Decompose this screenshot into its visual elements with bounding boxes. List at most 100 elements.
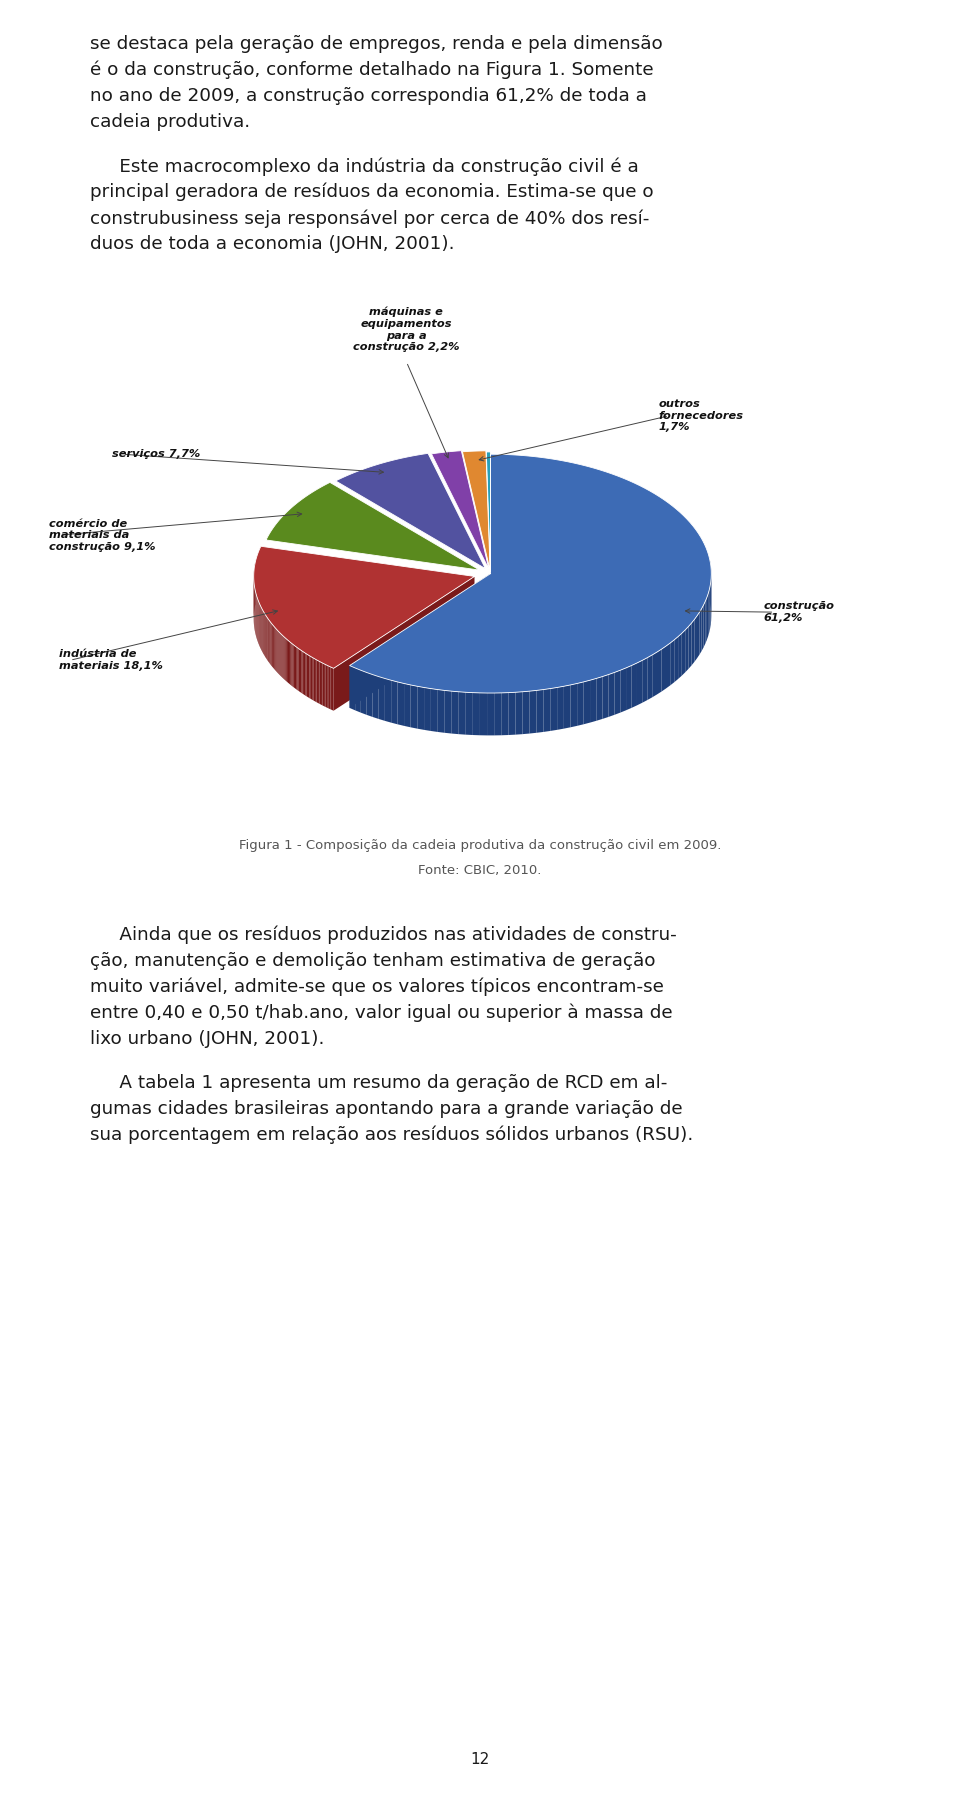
- Text: principal geradora de resíduos da economia. Estima-se que o: principal geradora de resíduos da econom…: [90, 183, 654, 201]
- Polygon shape: [330, 667, 332, 710]
- Polygon shape: [487, 692, 494, 736]
- Polygon shape: [543, 689, 550, 732]
- Text: Figura 1 - Composição da cadeia produtiva da construção civil em 2009.: Figura 1 - Composição da cadeia produtiv…: [239, 839, 721, 852]
- Polygon shape: [280, 634, 281, 676]
- Text: A tabela 1 apresenta um resumo da geração de RCD em al-: A tabela 1 apresenta um resumo da geraçã…: [90, 1075, 667, 1093]
- Polygon shape: [614, 670, 620, 714]
- Text: construção
61,2%: construção 61,2%: [764, 602, 835, 623]
- Polygon shape: [473, 692, 480, 736]
- Polygon shape: [694, 616, 697, 661]
- Polygon shape: [704, 602, 706, 647]
- Text: se destaca pela geração de empregos, renda e pela dimensão: se destaca pela geração de empregos, ren…: [90, 34, 662, 53]
- Text: serviços 7,7%: serviços 7,7%: [112, 449, 201, 458]
- Polygon shape: [289, 641, 290, 685]
- Polygon shape: [266, 482, 480, 571]
- Polygon shape: [590, 678, 596, 723]
- Polygon shape: [570, 683, 577, 727]
- Polygon shape: [281, 634, 282, 678]
- Polygon shape: [295, 645, 297, 689]
- Polygon shape: [299, 649, 300, 692]
- Polygon shape: [306, 654, 308, 698]
- Polygon shape: [452, 690, 459, 734]
- Polygon shape: [292, 643, 293, 687]
- Text: construbusiness seja responsável por cerca de 40% dos resí-: construbusiness seja responsável por cer…: [90, 208, 649, 228]
- Polygon shape: [666, 643, 670, 689]
- Polygon shape: [480, 692, 487, 736]
- Polygon shape: [637, 660, 642, 705]
- Polygon shape: [309, 656, 311, 699]
- Polygon shape: [288, 640, 289, 683]
- Polygon shape: [494, 692, 501, 736]
- Polygon shape: [404, 683, 411, 727]
- Polygon shape: [550, 687, 557, 730]
- Polygon shape: [305, 652, 306, 696]
- Polygon shape: [308, 654, 309, 698]
- Polygon shape: [584, 680, 590, 725]
- Polygon shape: [397, 681, 404, 727]
- Polygon shape: [282, 636, 283, 680]
- Polygon shape: [700, 609, 702, 654]
- Polygon shape: [632, 663, 637, 708]
- Polygon shape: [626, 665, 632, 710]
- Polygon shape: [253, 545, 474, 669]
- Text: ção, manutenção e demolição tenham estimativa de geração: ção, manutenção e demolição tenham estim…: [90, 951, 656, 969]
- Text: Fonte: CBIC, 2010.: Fonte: CBIC, 2010.: [419, 864, 541, 877]
- Polygon shape: [647, 654, 652, 699]
- Polygon shape: [596, 676, 603, 721]
- Text: entre 0,40 e 0,50 t/hab.ano, valor igual ou superior à massa de: entre 0,40 e 0,50 t/hab.ano, valor igual…: [90, 1004, 673, 1022]
- Text: Ainda que os resíduos produzidos nas atividades de constru-: Ainda que os resíduos produzidos nas ati…: [90, 926, 677, 944]
- Polygon shape: [278, 631, 279, 674]
- Polygon shape: [661, 647, 666, 692]
- Polygon shape: [537, 690, 543, 732]
- Text: máquinas e
equipamentos
para a
construção 2,2%: máquinas e equipamentos para a construçã…: [353, 306, 460, 352]
- Polygon shape: [509, 692, 516, 736]
- Polygon shape: [287, 640, 288, 683]
- Polygon shape: [323, 663, 324, 707]
- Polygon shape: [325, 665, 327, 708]
- Polygon shape: [682, 631, 685, 676]
- Polygon shape: [522, 690, 530, 734]
- Polygon shape: [501, 692, 509, 736]
- Polygon shape: [332, 667, 333, 710]
- Polygon shape: [293, 643, 294, 687]
- Polygon shape: [431, 689, 438, 732]
- Text: duos de toda a economia (JOHN, 2001).: duos de toda a economia (JOHN, 2001).: [90, 236, 454, 254]
- Polygon shape: [361, 670, 367, 716]
- Polygon shape: [349, 455, 711, 692]
- Text: comércio de
materiais da
construção 9,1%: comércio de materiais da construção 9,1%: [49, 518, 156, 551]
- Polygon shape: [283, 636, 284, 680]
- Polygon shape: [708, 591, 709, 636]
- Polygon shape: [311, 656, 312, 699]
- Polygon shape: [685, 627, 688, 672]
- Polygon shape: [321, 661, 323, 705]
- Polygon shape: [317, 660, 318, 703]
- Text: é o da construção, conforme detalhado na Figura 1. Somente: é o da construção, conforme detalhado na…: [90, 62, 654, 80]
- Polygon shape: [300, 649, 301, 692]
- Text: muito variável, admite-se que os valores típicos encontram-se: muito variável, admite-se que os valores…: [90, 978, 664, 997]
- Polygon shape: [697, 612, 700, 658]
- Polygon shape: [411, 685, 418, 728]
- Polygon shape: [320, 661, 321, 705]
- Polygon shape: [706, 598, 707, 643]
- Polygon shape: [327, 665, 328, 708]
- Polygon shape: [312, 658, 314, 701]
- Polygon shape: [487, 451, 491, 571]
- Polygon shape: [302, 651, 304, 694]
- Polygon shape: [301, 651, 302, 694]
- Polygon shape: [424, 687, 431, 730]
- Polygon shape: [652, 652, 657, 698]
- Polygon shape: [315, 660, 317, 703]
- Polygon shape: [372, 674, 378, 719]
- Polygon shape: [459, 692, 466, 734]
- Polygon shape: [290, 641, 292, 685]
- Text: cadeia produtiva.: cadeia produtiva.: [90, 112, 251, 130]
- Polygon shape: [304, 652, 305, 696]
- Polygon shape: [279, 632, 280, 676]
- Polygon shape: [691, 620, 694, 665]
- Polygon shape: [297, 647, 298, 690]
- Polygon shape: [670, 640, 674, 685]
- Polygon shape: [516, 692, 522, 734]
- Polygon shape: [603, 674, 609, 719]
- Polygon shape: [438, 690, 444, 732]
- Polygon shape: [367, 672, 372, 718]
